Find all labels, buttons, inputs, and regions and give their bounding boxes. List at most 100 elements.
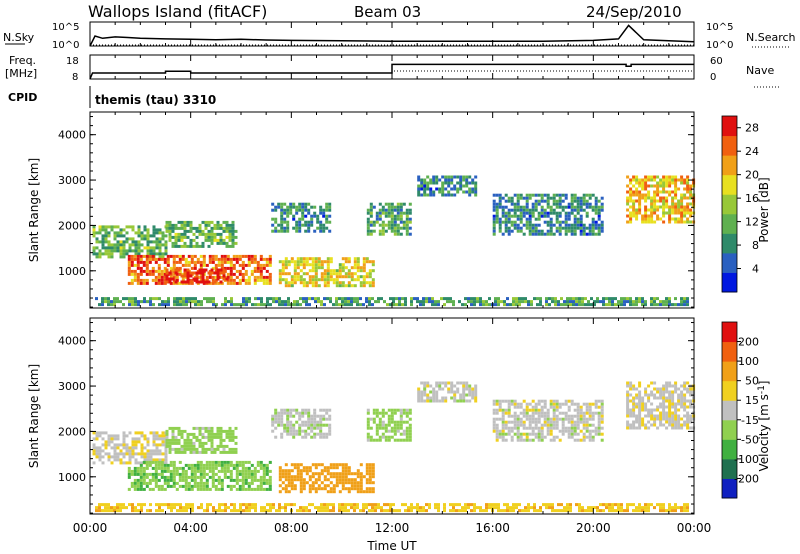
- echo-cell: [462, 393, 466, 397]
- echo-cell: [585, 214, 589, 218]
- echo-cell: [513, 402, 517, 406]
- echo-cell: [137, 249, 141, 253]
- echo-cell: [593, 303, 596, 307]
- echo-cell: [605, 503, 608, 507]
- echo-cell: [213, 271, 217, 275]
- echo-cell: [154, 269, 158, 273]
- echo-cell: [226, 463, 230, 467]
- echo-cell: [449, 300, 452, 304]
- echo-cell: [266, 503, 269, 507]
- echo-cell: [182, 303, 185, 307]
- echo-cell: [101, 252, 105, 256]
- echo-cell: [665, 417, 669, 421]
- echo-cell: [216, 268, 220, 272]
- echo-cell: [344, 503, 347, 507]
- echo-cell: [205, 481, 209, 485]
- echo-cell: [555, 193, 559, 197]
- echo-cell: [107, 255, 111, 259]
- echo-cell: [671, 202, 675, 206]
- echo-cell: [95, 449, 99, 453]
- echo-cell: [169, 266, 173, 270]
- echo-cell: [185, 303, 188, 307]
- echo-cell: [584, 297, 587, 301]
- echo-cell: [492, 417, 496, 421]
- echo-cell: [540, 435, 544, 439]
- echo-cell: [552, 208, 556, 212]
- echo-cell: [485, 506, 488, 510]
- echo-cell: [211, 475, 215, 479]
- echo-cell: [597, 205, 601, 209]
- echo-cell: [519, 402, 523, 406]
- echo-cell: [353, 487, 357, 491]
- echo-cell: [292, 432, 296, 436]
- echo-cell: [284, 278, 288, 282]
- echo-cell: [507, 429, 511, 433]
- echo-cell: [154, 260, 158, 264]
- echo-cell: [219, 435, 223, 439]
- echo-cell: [344, 266, 348, 270]
- echo-cell: [125, 434, 129, 438]
- echo-cell: [262, 275, 266, 279]
- echo-cell: [428, 297, 431, 301]
- echo-cell: [546, 193, 550, 197]
- echo-cell: [209, 503, 212, 507]
- ytick-label: 1000: [58, 471, 86, 484]
- echo-cell: [564, 417, 568, 421]
- echo-cell: [644, 390, 648, 394]
- echo-cell: [247, 254, 251, 258]
- echo-cell: [524, 506, 527, 510]
- echo-cell: [180, 235, 184, 239]
- echo-cell: [579, 214, 583, 218]
- echo-cell: [183, 447, 187, 451]
- echo-cell: [423, 187, 427, 191]
- echo-cell: [447, 381, 451, 385]
- echo-cell: [366, 417, 370, 421]
- echo-cell: [365, 281, 369, 285]
- echo-cell: [216, 426, 220, 430]
- echo-cell: [301, 411, 305, 415]
- echo-cell: [650, 303, 653, 307]
- echo-cell: [474, 175, 478, 179]
- echo-cell: [196, 463, 200, 467]
- echo-cell: [146, 458, 150, 462]
- echo-cell: [229, 272, 233, 276]
- echo-cell: [686, 297, 689, 301]
- echo-cell: [510, 202, 514, 206]
- echo-cell: [274, 208, 278, 212]
- echo-cell: [638, 190, 642, 194]
- echo-cell: [113, 509, 116, 513]
- echo-cell: [148, 478, 152, 482]
- echo-cell: [594, 411, 598, 415]
- echo-cell: [241, 463, 245, 467]
- echo-cell: [165, 229, 169, 233]
- echo-cell: [629, 217, 633, 221]
- echo-cell: [180, 429, 184, 433]
- echo-cell: [151, 475, 155, 479]
- echo-cell: [125, 449, 129, 453]
- echo-cell: [161, 234, 165, 238]
- echo-cell: [350, 478, 354, 482]
- echo-cell: [599, 300, 602, 304]
- echo-cell: [516, 402, 520, 406]
- echo-cell: [323, 487, 327, 491]
- echo-cell: [325, 205, 329, 209]
- echo-cell: [558, 205, 562, 209]
- echo-cell: [674, 426, 678, 430]
- echo-cell: [139, 272, 143, 276]
- echo-cell: [378, 420, 382, 424]
- echo-cell: [452, 506, 455, 510]
- echo-cell: [314, 478, 318, 482]
- echo-cell: [265, 466, 269, 470]
- echo-cell: [629, 196, 633, 200]
- echo-cell: [629, 187, 633, 191]
- echo-cell: [389, 297, 392, 301]
- colorbar-tick-label: 28: [745, 122, 759, 135]
- echo-cell: [576, 420, 580, 424]
- echo-cell: [293, 503, 296, 507]
- echo-cell: [101, 455, 105, 459]
- echo-cell: [423, 393, 427, 397]
- echo-cell: [142, 260, 146, 264]
- echo-cell: [134, 443, 138, 447]
- colorbar-swatch: [722, 272, 737, 293]
- echo-cell: [186, 435, 190, 439]
